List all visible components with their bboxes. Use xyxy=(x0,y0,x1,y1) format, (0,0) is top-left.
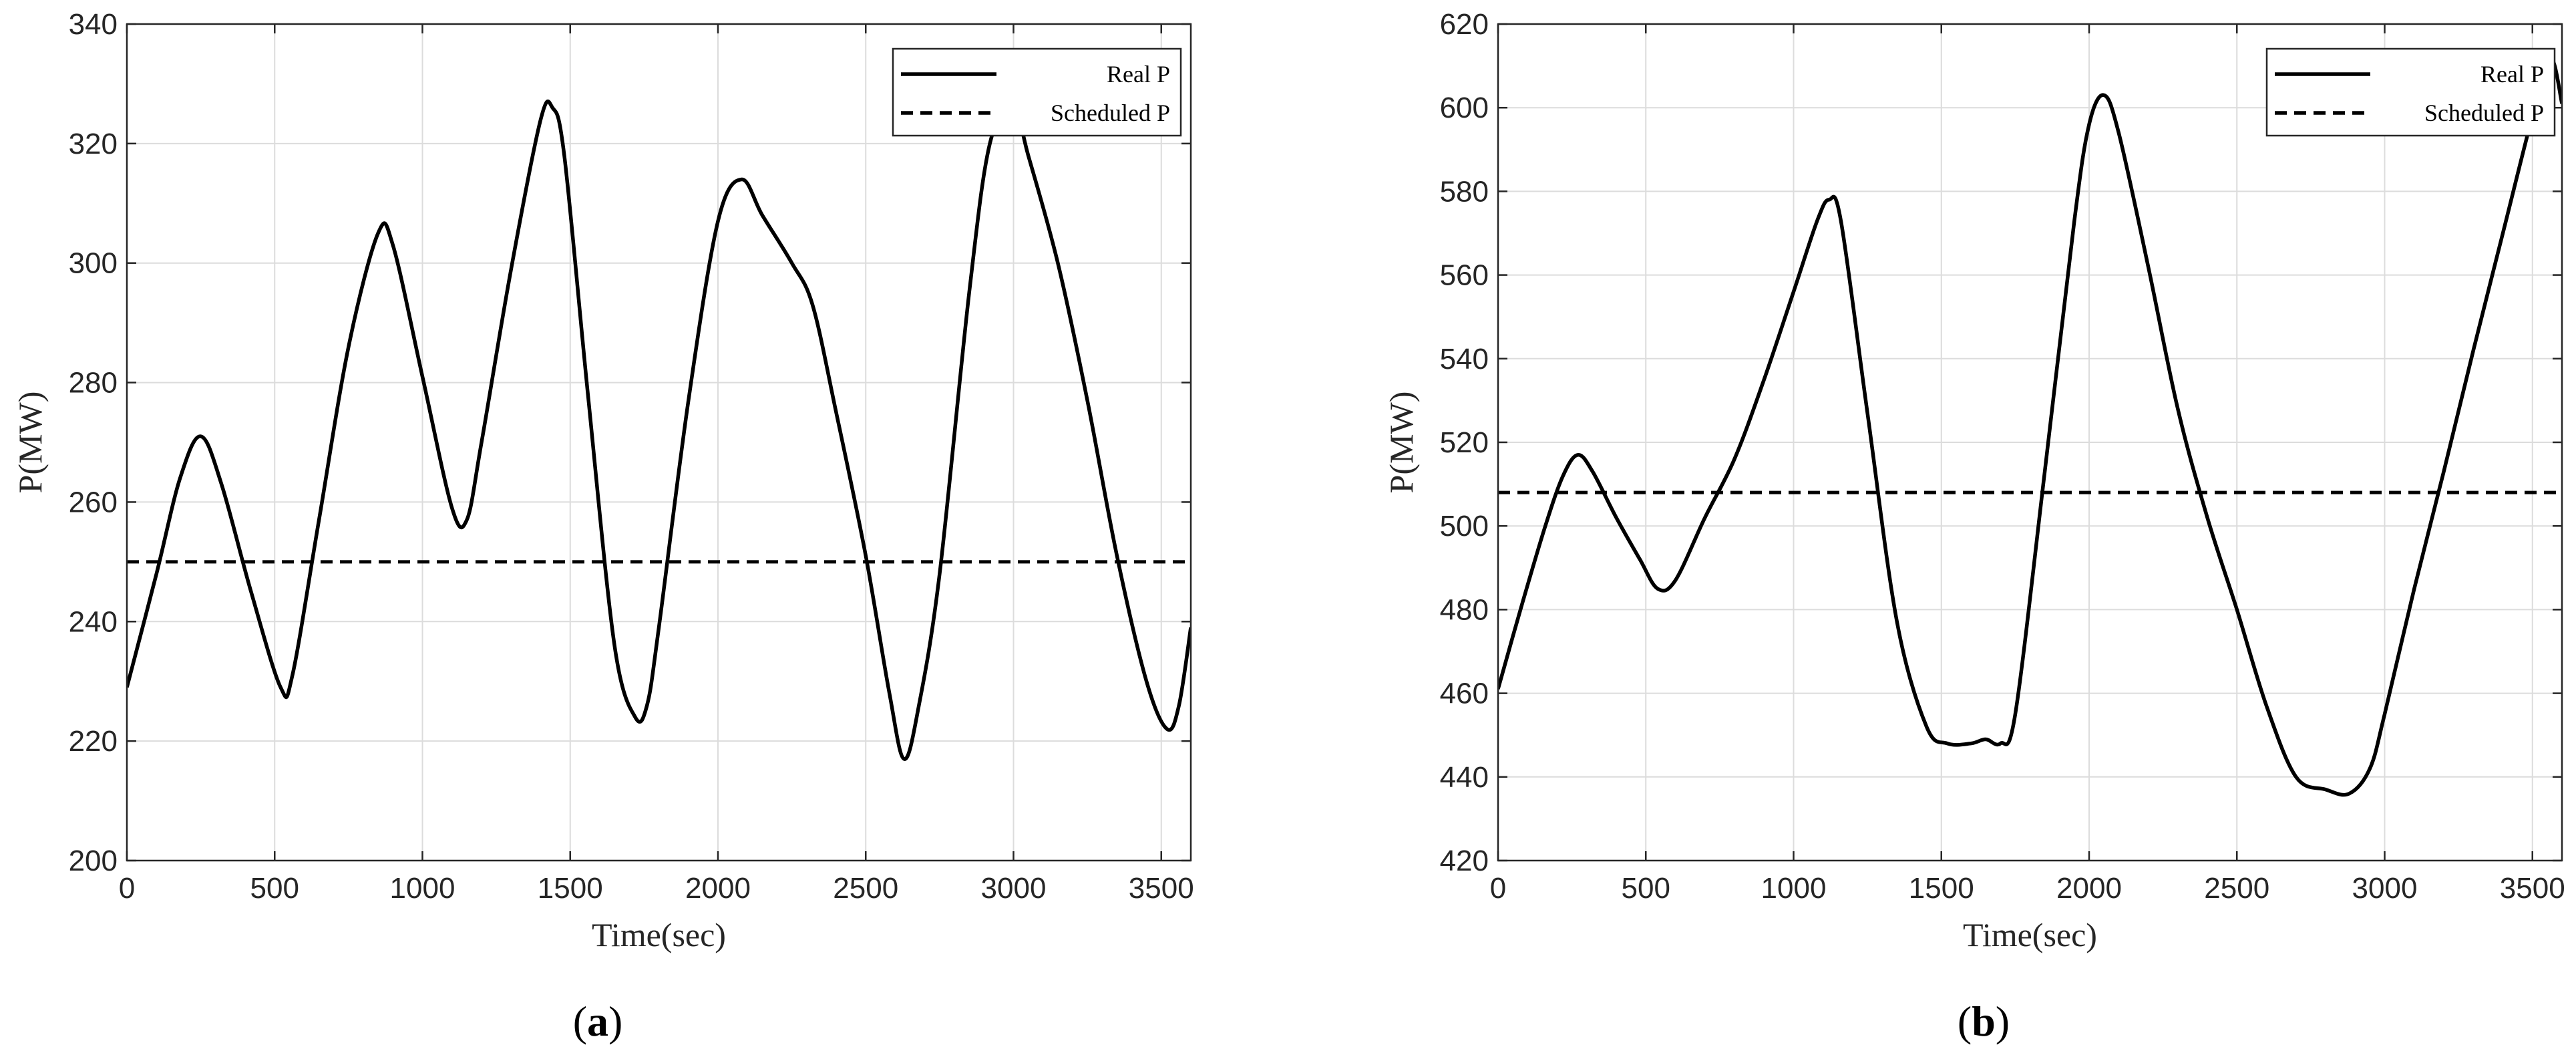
y-axis-label: P(MW) xyxy=(1383,392,1420,494)
panel-caption: (a) xyxy=(573,998,623,1045)
series-group xyxy=(127,99,1191,761)
legend-box xyxy=(892,47,1182,137)
x-tick-label: 1500 xyxy=(1909,872,1974,905)
legend-box xyxy=(2265,47,2556,137)
y-tick-label: 240 xyxy=(69,605,118,638)
y-axis-label: P(MW) xyxy=(11,392,49,494)
legend: Real P Scheduled P xyxy=(892,47,1182,137)
x-axis-label: Time(sec) xyxy=(1963,916,2097,953)
series-line-real-p xyxy=(127,99,1191,761)
x-tick-label: 3000 xyxy=(2352,872,2418,905)
y-tick-label: 320 xyxy=(69,128,118,160)
y-tick-label: 600 xyxy=(1440,92,1489,124)
ticks: 0 500 1000 1500 2000 2500 3000 3500 420 440 460 480… xyxy=(1440,8,2565,905)
y-tick-label: 580 xyxy=(1440,175,1489,208)
y-tick-label: 460 xyxy=(1440,677,1489,710)
panel-caption: (b) xyxy=(1958,998,2010,1045)
x-tick-label: 2500 xyxy=(2204,872,2269,905)
ticks: 0 500 1000 1500 2000 2500 3000 3500 200 220 240 260… xyxy=(69,8,1194,905)
x-tick-label: 2500 xyxy=(833,872,898,905)
legend-entry: Scheduled P xyxy=(2424,100,2544,126)
grid xyxy=(1497,23,2562,861)
x-tick-label: 3500 xyxy=(2500,872,2565,905)
legend: Real P Scheduled P xyxy=(2265,47,2556,137)
y-tick-label: 220 xyxy=(69,725,118,758)
y-tick-label: 480 xyxy=(1440,593,1489,626)
y-tick-label: 620 xyxy=(1440,8,1489,41)
series-group xyxy=(1498,55,2562,797)
x-tick-label: 0 xyxy=(1490,872,1506,905)
legend-entry: Scheduled P xyxy=(1051,100,1170,126)
axes-frame xyxy=(126,23,1192,862)
x-axis-label: Time(sec) xyxy=(592,916,726,953)
y-tick-label: 340 xyxy=(69,8,118,41)
x-tick-label: 500 xyxy=(250,872,299,905)
x-tick-label: 2000 xyxy=(685,872,751,905)
y-tick-label: 420 xyxy=(1440,845,1489,877)
x-tick-label: 3000 xyxy=(981,872,1047,905)
y-tick-label: 440 xyxy=(1440,761,1489,794)
legend-entry: Real P xyxy=(2480,61,2544,88)
chart-panel-a: 0 500 1000 1500 2000 2500 3000 3500 200 220 240 260… xyxy=(11,8,1194,1045)
x-tick-label: 1000 xyxy=(1761,872,1827,905)
chart-panel-b: 0 500 1000 1500 2000 2500 3000 3500 420 440 460 480… xyxy=(1383,8,2565,1045)
series-line-real-p xyxy=(1498,55,2562,797)
y-tick-label: 280 xyxy=(69,367,118,400)
x-tick-label: 1000 xyxy=(390,872,455,905)
y-tick-label: 560 xyxy=(1440,259,1489,292)
y-tick-label: 500 xyxy=(1440,510,1489,543)
x-tick-label: 0 xyxy=(119,872,135,905)
y-tick-label: 540 xyxy=(1440,343,1489,375)
x-tick-label: 500 xyxy=(1622,872,1670,905)
y-tick-label: 520 xyxy=(1440,426,1489,459)
x-tick-label: 2000 xyxy=(2056,872,2122,905)
x-tick-label: 1500 xyxy=(538,872,603,905)
y-tick-label: 300 xyxy=(69,247,118,280)
x-tick-label: 3500 xyxy=(1129,872,1194,905)
y-tick-label: 260 xyxy=(69,486,118,518)
grid xyxy=(126,23,1191,861)
legend-entry: Real P xyxy=(1107,61,1170,88)
y-tick-label: 200 xyxy=(69,845,118,877)
